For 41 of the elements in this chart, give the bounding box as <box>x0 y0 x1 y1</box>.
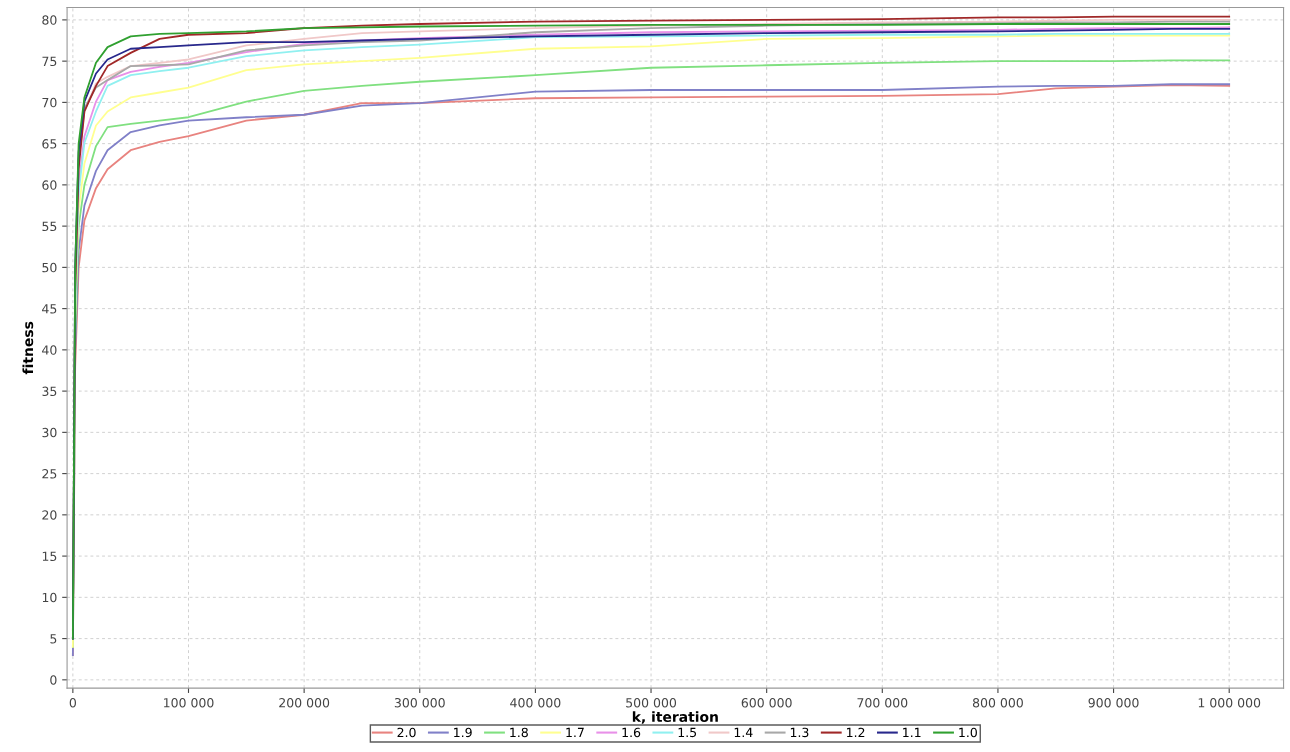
x-tick-label: 600 000 <box>741 698 792 708</box>
y-tick-label: 65 <box>42 139 57 149</box>
x-tick-label: 0 <box>69 698 77 708</box>
y-tick-label: 80 <box>42 15 57 25</box>
x-tick-label: 800 000 <box>972 698 1023 708</box>
y-tick-label: 50 <box>42 262 57 273</box>
legend-label: 1.0 <box>959 727 977 738</box>
y-tick-label: 20 <box>42 510 57 520</box>
legend-label: 1.2 <box>847 727 865 737</box>
y-tick-label: 10 <box>42 592 57 603</box>
x-tick-label: 300 000 <box>394 698 445 708</box>
y-tick-label: 35 <box>42 386 57 397</box>
legend-label: 1.3 <box>790 727 809 738</box>
y-axis-title: fitness <box>22 321 34 375</box>
legend-label: 1.7 <box>566 727 584 737</box>
x-tick-label: 200 000 <box>279 698 330 708</box>
legend-label: 1.8 <box>510 727 528 738</box>
y-tick-label: 5 <box>50 634 57 644</box>
legend-label: 1.6 <box>622 727 641 738</box>
y-tick-label: 70 <box>42 97 57 108</box>
y-tick-label: 45 <box>42 304 57 314</box>
x-tick-label: 500 000 <box>626 698 677 708</box>
x-tick-label: 100 000 <box>164 698 214 708</box>
legend-label: 1.4 <box>734 727 753 737</box>
legend-label: 1.5 <box>678 727 697 738</box>
legend-label: 2.0 <box>397 727 416 738</box>
x-tick-label: 1 000 000 <box>1198 698 1261 708</box>
x-tick-label: 900 000 <box>1088 698 1139 708</box>
y-tick-label: 25 <box>42 469 57 479</box>
y-tick-label: 40 <box>42 345 57 355</box>
y-tick-label: 30 <box>42 427 57 438</box>
x-tick-label: 400 000 <box>510 698 561 708</box>
y-tick-label: 75 <box>42 56 57 67</box>
y-tick-label: 0 <box>50 675 57 685</box>
x-axis-title: k, iteration <box>632 711 718 724</box>
x-tick-label: 700 000 <box>857 698 908 708</box>
legend-label: 1.1 <box>903 727 921 737</box>
y-tick-label: 15 <box>42 551 57 562</box>
y-tick-label: 55 <box>42 221 57 232</box>
legend-label: 1.9 <box>454 727 472 738</box>
y-tick-label: 60 <box>42 180 57 190</box>
